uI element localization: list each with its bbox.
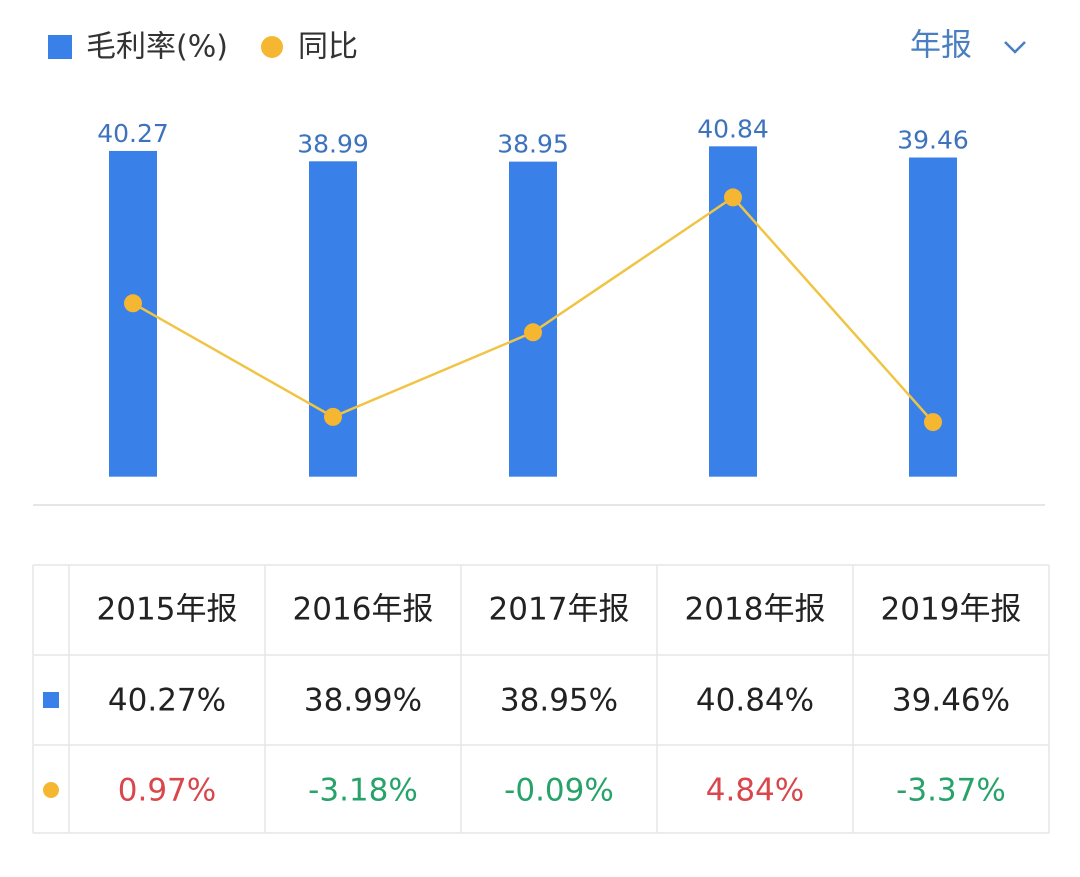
dropdown-chevron[interactable]: [1004, 41, 1026, 54]
table-cell: -0.09%: [504, 773, 614, 809]
legend-label: 同比: [298, 30, 358, 65]
legend-swatch: [48, 35, 72, 59]
line-point: [124, 294, 142, 313]
table-cell: 4.84%: [706, 773, 804, 809]
period-label[interactable]: 年报: [910, 28, 972, 64]
legend-swatch: [261, 36, 283, 58]
table-cell: 39.46%: [892, 683, 1010, 719]
table-cell: -3.37%: [896, 773, 1006, 809]
value-label: 40.27: [97, 119, 169, 148]
line-point: [524, 323, 542, 342]
line-point: [324, 407, 342, 426]
period-selector[interactable]: 年报: [910, 28, 1026, 64]
table-cell: 40.84%: [696, 683, 814, 719]
table-cell: 40.27%: [108, 683, 226, 719]
bar: [109, 150, 157, 477]
line-point: [724, 188, 742, 207]
row-icon: [43, 782, 59, 798]
table-header: 2015年报: [97, 592, 238, 628]
table-cell: 38.95%: [500, 683, 618, 719]
line-point: [924, 413, 942, 432]
bar: [509, 161, 557, 477]
value-label: 39.46: [897, 126, 969, 155]
table-header: 2018年报: [685, 592, 826, 628]
row-icon: [43, 692, 59, 708]
value-label: 40.84: [697, 114, 769, 143]
table-cell: -3.18%: [308, 773, 418, 809]
bar: [309, 161, 357, 477]
value-label: 38.95: [497, 130, 569, 159]
value-label: 38.99: [297, 129, 369, 158]
table-header: 2016年报: [293, 592, 434, 628]
table-cell: 0.97%: [118, 773, 216, 809]
legend-label: 毛利率(%): [86, 30, 228, 65]
table-header: 2019年报: [881, 592, 1022, 628]
table-header: 2017年报: [489, 592, 630, 628]
table-cell: 38.99%: [304, 683, 422, 719]
